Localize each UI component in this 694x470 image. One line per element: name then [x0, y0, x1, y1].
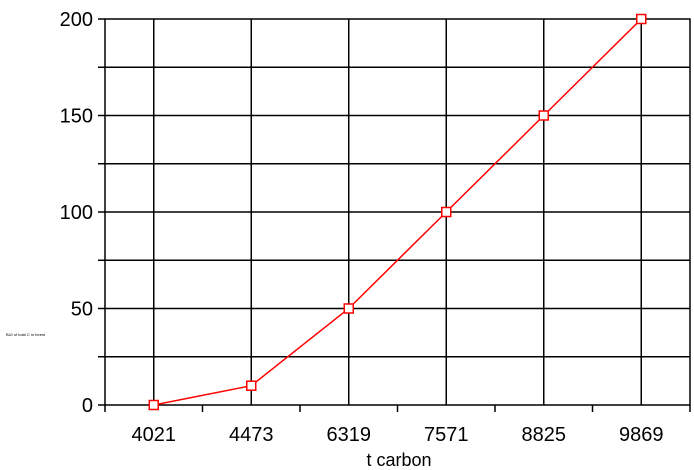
x-axis-title: t carbon [366, 450, 431, 470]
y-tick-label: 50 [71, 299, 93, 321]
y-tick-label: 100 [60, 202, 93, 224]
data-point-marker [636, 13, 647, 25]
y-axis-title: BUI of total C in forest [6, 332, 46, 337]
data-point-marker [148, 399, 159, 411]
y-tick-label: 200 [60, 9, 93, 31]
data-point-marker [441, 206, 452, 218]
data-point-marker [538, 110, 549, 121]
grid [98, 18, 691, 412]
x-tick-label: 4021 [132, 424, 177, 446]
y-tick-label: 0 [82, 395, 93, 417]
y-tick-label: 150 [60, 106, 93, 128]
x-tick-label: 4473 [229, 424, 274, 446]
plot-border [104, 18, 691, 406]
y-tick-labels: 0 50 100 150 200 [60, 9, 93, 417]
x-tick-labels: 4021 4473 6319 7571 8825 9869 [132, 424, 664, 446]
x-tick-label: 6319 [327, 424, 372, 446]
x-tick-label: 9869 [619, 424, 664, 446]
plot-frame [104, 18, 691, 406]
x-tick-label: 7571 [424, 424, 469, 446]
x-tick-label: 8825 [522, 424, 567, 446]
series-line [153, 18, 642, 406]
data-point-marker [343, 303, 354, 314]
data-point-marker [246, 380, 257, 391]
series-layer [148, 13, 647, 411]
